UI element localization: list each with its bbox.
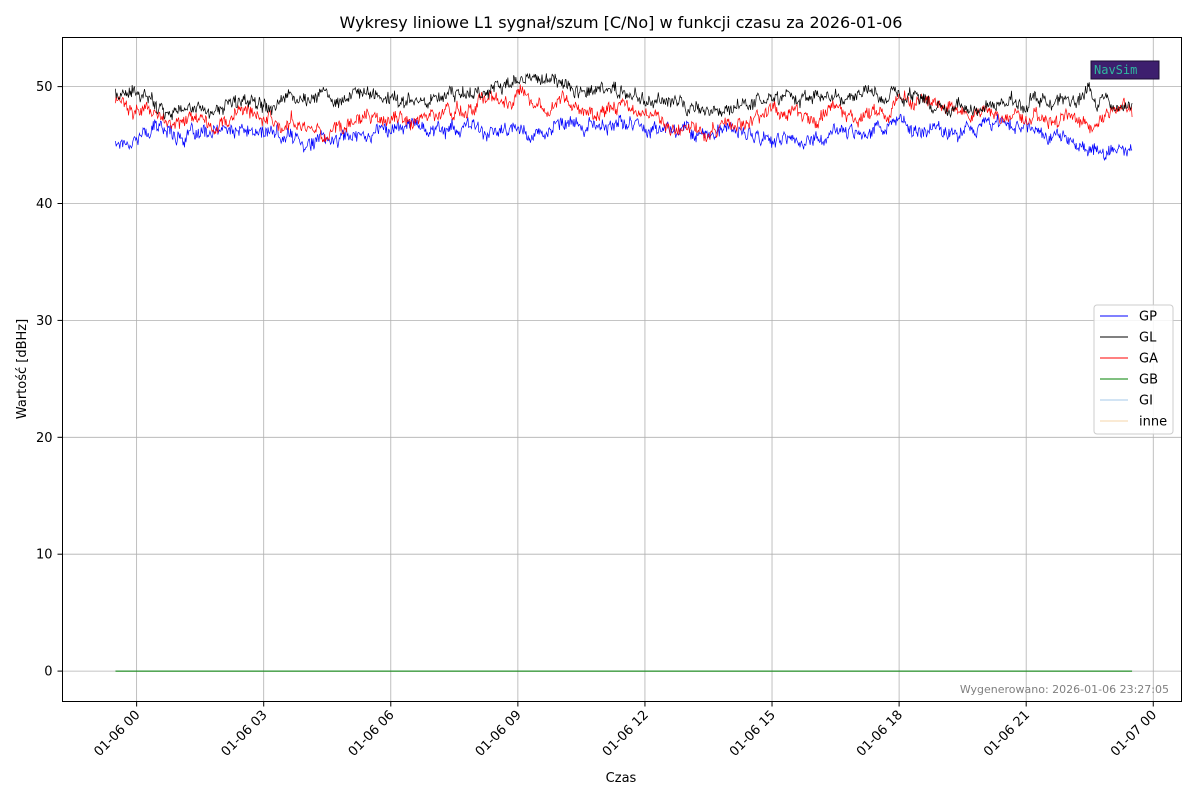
y-tick-label: 20 [36,431,53,446]
series-line-gl [115,72,1133,121]
x-tick-label: 01-06 15 [727,708,779,760]
series-lines [115,72,1133,672]
y-axis-label: Wartość [dBHz] [15,319,30,419]
x-tick-label: 01-06 12 [600,708,652,760]
y-tick-label: 10 [36,548,53,563]
series-line-ga [115,84,1133,143]
legend-label-ga: GA [1139,352,1158,367]
series-line-gp [115,113,1133,162]
y-tick-label: 30 [36,314,53,329]
x-tick-label: 01-06 06 [346,708,398,760]
y-tick-label: 0 [44,665,52,680]
chart-title: Wykresy liniowe L1 sygnał/szum [C/No] w … [340,13,903,32]
legend: GP GL GA GB GI inne [1093,304,1174,435]
legend-label-gb: GB [1139,373,1158,388]
x-tick-label: 01-07 00 [1108,708,1160,760]
x-axis-label: Czas [606,771,637,786]
x-tick-label: 01-06 03 [219,708,271,760]
x-tick-label: 01-06 09 [473,708,525,760]
navsim-logo: NavSim [1090,60,1160,80]
x-tick-label: 01-06 18 [854,708,906,760]
x-tick-label: 01-06 00 [92,708,144,760]
grid [62,37,1182,702]
legend-label-gi: GI [1139,394,1153,409]
legend-label-inne: inne [1139,415,1167,430]
x-axis-ticks: 01-06 00 01-06 03 01-06 06 01-06 09 01-06 12… [92,701,1160,760]
legend-label-gl: GL [1139,331,1157,346]
y-tick-label: 50 [36,80,53,95]
y-axis-ticks: 0 10 20 30 40 50 [36,80,63,680]
y-tick-label: 40 [36,197,53,212]
x-tick-label: 01-06 21 [981,708,1033,760]
logo-text: NavSim [1094,63,1137,77]
plot-frame [62,37,1182,702]
generated-timestamp: Wygenerowano: 2026-01-06 23:27:05 [960,683,1169,696]
legend-label-gp: GP [1139,310,1157,325]
